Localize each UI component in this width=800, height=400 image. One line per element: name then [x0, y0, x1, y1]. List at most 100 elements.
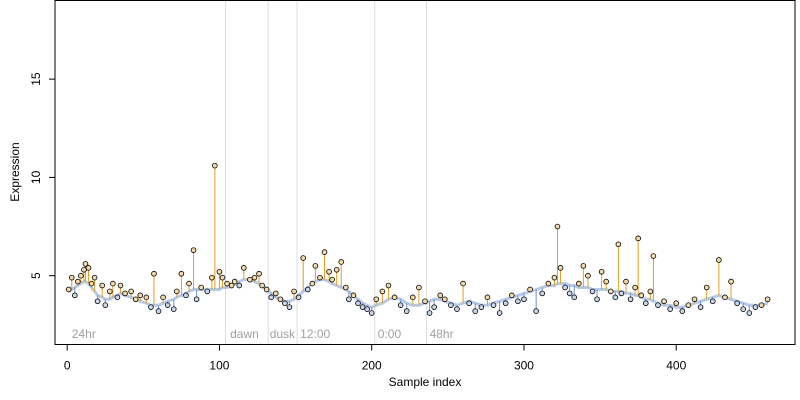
- data-point: [635, 235, 641, 242]
- data-point: [338, 259, 345, 265]
- data-point: [364, 306, 370, 312]
- data-point: [397, 302, 404, 308]
- data-point: [758, 302, 765, 308]
- data-point: [466, 300, 472, 307]
- data-point: [132, 296, 139, 303]
- data-point: [612, 294, 619, 301]
- data-point: [219, 274, 226, 281]
- data-point: [598, 268, 605, 275]
- data-point: [256, 270, 262, 277]
- data-point: [272, 290, 279, 297]
- data-point: [309, 280, 316, 287]
- data-point: [716, 257, 722, 263]
- data-point: [734, 300, 740, 307]
- data-point: [527, 286, 533, 293]
- data-point: [212, 162, 218, 169]
- data-point: [618, 290, 625, 297]
- data-point: [304, 286, 311, 293]
- data-point: [88, 280, 95, 287]
- baseline-layer: [67, 278, 769, 309]
- data-point: [346, 296, 352, 303]
- data-point: [650, 253, 657, 259]
- data-point: [277, 296, 284, 303]
- data-point: [68, 274, 75, 281]
- data-point: [209, 274, 215, 281]
- data-point: [251, 274, 258, 281]
- data-point: [94, 298, 101, 305]
- data-point: [410, 294, 416, 301]
- data-point: [557, 265, 564, 271]
- data-point: [638, 292, 645, 299]
- data-point: [228, 282, 235, 289]
- data-point: [300, 255, 306, 261]
- data-point: [416, 284, 422, 291]
- data-point: [231, 278, 238, 285]
- data-point: [728, 278, 734, 285]
- data-point: [224, 280, 230, 287]
- data-point: [350, 292, 357, 299]
- data-point: [91, 274, 98, 281]
- baseline-curve: [67, 278, 769, 309]
- data-point: [679, 308, 686, 314]
- data-point: [562, 284, 568, 291]
- data-point: [627, 296, 634, 303]
- data-point: [82, 261, 89, 267]
- data-point: [110, 280, 116, 287]
- phase-annotation: dusk: [270, 327, 296, 341]
- data-point: [585, 272, 591, 279]
- x-tick-label: 0: [64, 359, 71, 373]
- data-point: [326, 268, 332, 275]
- data-point: [333, 267, 340, 273]
- data-point: [186, 280, 192, 287]
- data-point: [190, 247, 197, 253]
- data-point: [667, 306, 673, 312]
- data-point: [478, 304, 485, 310]
- data-point: [373, 296, 380, 303]
- data-point: [291, 288, 297, 295]
- data-point: [164, 302, 171, 308]
- data-point: [521, 296, 527, 303]
- data-point: [575, 280, 582, 287]
- data-point: [117, 282, 124, 289]
- phase-annotation: 12:00: [300, 327, 330, 341]
- x-tick-label: 100: [209, 359, 229, 373]
- data-point: [263, 286, 270, 293]
- data-point: [764, 296, 771, 303]
- data-point: [286, 304, 293, 310]
- data-point: [148, 304, 154, 310]
- x-tick-label: 400: [666, 359, 686, 373]
- data-point: [403, 308, 410, 314]
- phase-annotations: 24hr dawn dusk 12:00 0:00 48hr: [72, 327, 454, 341]
- data-point: [594, 296, 600, 303]
- data-point: [160, 294, 166, 301]
- data-point: [216, 268, 223, 275]
- data-point: [379, 288, 386, 295]
- data-point: [282, 300, 288, 307]
- x-axis-title: Sample index: [389, 375, 462, 389]
- data-point: [566, 290, 573, 297]
- data-point: [65, 286, 72, 293]
- phase-annotation: 48hr: [430, 327, 454, 341]
- data-point: [722, 294, 728, 301]
- data-point: [673, 300, 680, 307]
- data-point: [484, 294, 491, 301]
- data-point: [75, 278, 81, 285]
- data-point: [460, 280, 466, 287]
- data-point: [740, 306, 747, 312]
- data-point: [128, 288, 134, 295]
- data-point: [441, 296, 448, 303]
- data-point: [752, 304, 759, 310]
- data-point: [655, 302, 661, 308]
- data-point: [623, 278, 629, 285]
- data-point: [554, 223, 561, 230]
- data-point: [647, 288, 654, 295]
- phase-annotation: 24hr: [72, 327, 96, 341]
- y-tick-label: 10: [29, 170, 43, 184]
- phase-annotation: dawn: [230, 327, 259, 341]
- data-point: [426, 310, 433, 316]
- data-point: [178, 270, 185, 277]
- data-point: [99, 282, 106, 289]
- data-point: [170, 306, 177, 312]
- data-point: [697, 304, 704, 310]
- data-point: [642, 300, 649, 307]
